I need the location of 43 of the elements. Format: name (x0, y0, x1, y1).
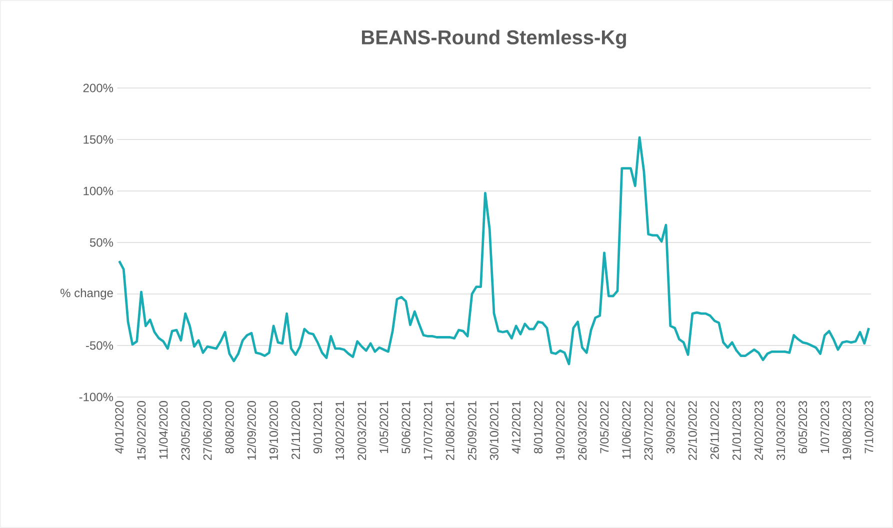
x-tick-label: 23/07/2022 (644, 401, 653, 460)
x-tick-label: 6/05/2023 (798, 401, 808, 454)
x-tick-label: 20/03/2021 (357, 401, 366, 460)
x-tick-label: 22/10/2022 (688, 401, 697, 460)
x-tick-label: 15/02/2020 (136, 401, 146, 460)
x-tick-label: 23/05/2020 (180, 401, 190, 460)
x-tick-label: 8/01/2022 (534, 401, 542, 454)
x-tick-label: 11/06/2022 (622, 401, 631, 459)
y-tick-label: -50% (86, 341, 114, 350)
x-tick-label: 19/10/2020 (269, 401, 278, 460)
x-tick-label: 8/08/2020 (225, 401, 234, 454)
y-tick-label: 50% (90, 238, 114, 247)
x-tick-label: 4/12/2021 (512, 401, 520, 454)
x-tick-label: 1/07/2023 (820, 401, 830, 454)
x-tick-label: 11/04/2020 (158, 401, 168, 459)
x-tick-label: 1/05/2021 (379, 401, 388, 454)
x-tick-label: 21/08/2021 (446, 401, 454, 460)
x-tick-label: 3/09/2022 (666, 401, 675, 454)
x-tick-label: 25/09/2021 (468, 401, 476, 460)
x-tick-label: 26/03/2022 (578, 401, 587, 460)
x-tick-label: 24/02/2023 (754, 401, 763, 460)
y-tick-label: 150% (84, 135, 114, 144)
y-tick-label: 100% (84, 186, 114, 196)
x-tick-label: 31/03/2023 (776, 401, 786, 460)
x-tick-label: 12/09/2020 (247, 401, 256, 460)
x-tick-label: 21/01/2023 (732, 401, 741, 460)
x-tick-label: 19/02/2022 (556, 401, 565, 460)
x-tick-label: 4/01/2020 (114, 401, 124, 454)
x-tick-label: 7/10/2023 (864, 401, 874, 454)
x-tick-label: 17/07/2021 (423, 401, 432, 460)
y-tick-label: % change (60, 288, 113, 300)
x-tick-label: 7/05/2022 (600, 401, 609, 454)
x-tick-label: 30/10/2021 (490, 401, 498, 460)
y-tick-label: -100% (79, 392, 114, 402)
x-tick-label: 5/06/2021 (401, 401, 410, 454)
y-tick-label: 200% (83, 84, 114, 92)
x-tick-label: 27/06/2020 (202, 401, 212, 460)
chart-title: BEANS-Round Stemless-Kg (362, 30, 626, 48)
x-tick-label: 9/01/2021 (313, 401, 322, 454)
x-tick-label: 21/11/2020 (291, 401, 300, 460)
x-tick-label: 13/02/2021 (335, 401, 344, 460)
x-tick-label: 19/08/2023 (842, 401, 852, 460)
x-tick-label: 26/11/2022 (710, 401, 719, 460)
